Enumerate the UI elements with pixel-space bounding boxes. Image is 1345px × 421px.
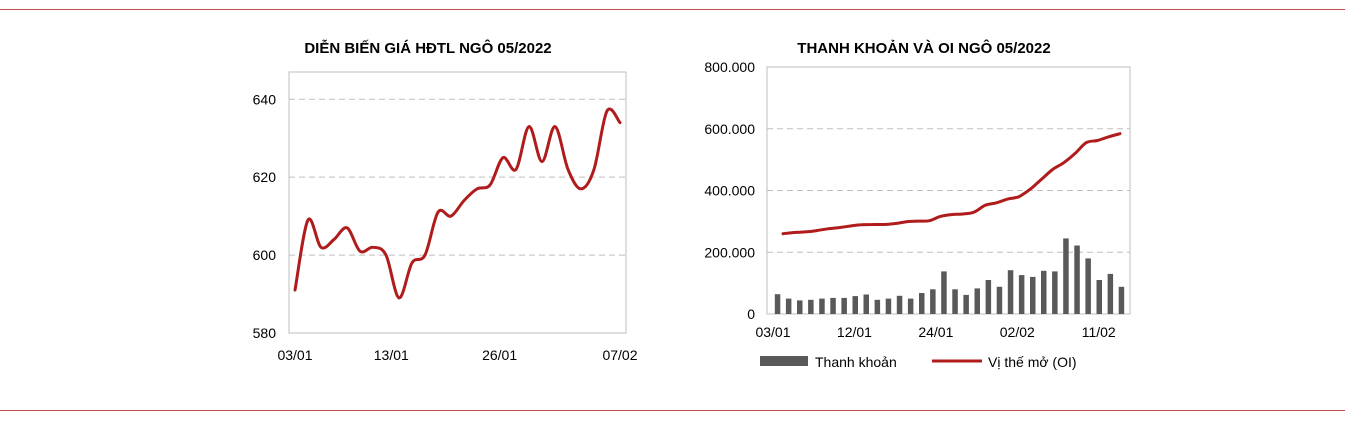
y-tick-label: 400.000 bbox=[704, 183, 755, 199]
volume-bar bbox=[852, 296, 858, 314]
volume-bar bbox=[819, 298, 825, 314]
y-tick-label: 200.000 bbox=[704, 244, 755, 260]
price-chart: DIỄN BIẾN GIÁ HĐTL NGÔ 05/2022 580 600 620… bbox=[253, 39, 638, 363]
y-tick-label: 620 bbox=[253, 169, 277, 185]
price-chart-x-axis: 03/01 13/01 26/01 07/02 bbox=[277, 347, 637, 363]
legend: Thanh khoản Vị thế mở (OI) bbox=[760, 354, 1077, 370]
price-chart-title: DIỄN BIẾN GIÁ HĐTL NGÔ 05/2022 bbox=[304, 39, 551, 57]
x-tick-label: 11/02 bbox=[1082, 324, 1116, 340]
oi-line bbox=[781, 132, 1122, 236]
price-chart-y-axis: 580 600 620 640 bbox=[253, 91, 277, 341]
volume-bar bbox=[797, 300, 803, 314]
volume-oi-chart-title: THANH KHOẢN VÀ OI NGÔ 05/2022 bbox=[797, 39, 1050, 57]
y-tick-label: 600 bbox=[253, 247, 277, 263]
volume-oi-chart-y-axis: 0 200.000 400.000 600.000 800.000 bbox=[704, 59, 755, 322]
volume-bar bbox=[1018, 275, 1025, 314]
volume-bar bbox=[1041, 270, 1047, 314]
y-tick-label: 580 bbox=[253, 325, 277, 341]
volume-bar bbox=[930, 289, 936, 314]
volume-bar bbox=[1074, 245, 1080, 314]
x-tick-label: 26/01 bbox=[482, 347, 517, 363]
volume-bars bbox=[774, 238, 1125, 314]
x-tick-label: 07/02 bbox=[602, 347, 637, 363]
volume-bar bbox=[1107, 273, 1114, 314]
x-tick-label: 03/01 bbox=[277, 347, 312, 363]
volume-bar bbox=[1096, 280, 1102, 314]
volume-bar bbox=[1030, 276, 1036, 314]
volume-bar bbox=[907, 298, 914, 314]
volume-bar bbox=[985, 280, 992, 314]
legend-volume-swatch bbox=[760, 356, 808, 366]
top-divider bbox=[0, 9, 1345, 10]
volume-bar bbox=[974, 288, 980, 314]
volume-bar bbox=[885, 298, 892, 314]
volume-bar bbox=[785, 298, 792, 314]
volume-bar bbox=[841, 297, 847, 314]
volume-bar bbox=[1118, 286, 1125, 314]
volume-bar bbox=[896, 295, 903, 314]
volume-bar bbox=[808, 299, 814, 314]
volume-bar bbox=[1063, 238, 1069, 314]
volume-oi-chart-x-axis: 03/01 12/01 24/01 02/02 11/02 bbox=[755, 324, 1115, 340]
x-tick-label: 12/01 bbox=[837, 324, 872, 340]
volume-bar bbox=[863, 294, 869, 314]
volume-bar bbox=[952, 289, 958, 314]
volume-bar bbox=[1085, 258, 1091, 314]
legend-oi-label: Vị thế mở (OI) bbox=[988, 354, 1077, 370]
price-chart-plot-frame bbox=[288, 71, 627, 334]
x-tick-label: 13/01 bbox=[374, 347, 409, 363]
volume-bar bbox=[919, 293, 925, 314]
price-line bbox=[293, 107, 622, 300]
volume-bar bbox=[1007, 270, 1014, 314]
volume-bar bbox=[996, 286, 1003, 314]
volume-oi-chart-gridlines bbox=[767, 128, 1130, 253]
bottom-divider bbox=[0, 410, 1345, 411]
legend-volume-label: Thanh khoản bbox=[815, 354, 897, 370]
y-tick-label: 640 bbox=[253, 91, 277, 107]
y-tick-label: 600.000 bbox=[704, 121, 755, 137]
volume-oi-chart: THANH KHOẢN VÀ OI NGÔ 05/2022 0 200.000 40… bbox=[704, 39, 1131, 370]
volume-bar bbox=[830, 297, 836, 314]
y-tick-label: 800.000 bbox=[704, 59, 755, 75]
volume-bar bbox=[1052, 271, 1058, 314]
x-tick-label: 24/01 bbox=[918, 324, 953, 340]
y-tick-label: 0 bbox=[747, 306, 755, 322]
x-tick-label: 02/02 bbox=[1000, 324, 1035, 340]
volume-bar bbox=[774, 294, 781, 314]
x-tick-label: 03/01 bbox=[755, 324, 790, 340]
volume-bar bbox=[963, 294, 969, 314]
volume-bar bbox=[941, 271, 947, 314]
volume-bar bbox=[874, 299, 881, 314]
